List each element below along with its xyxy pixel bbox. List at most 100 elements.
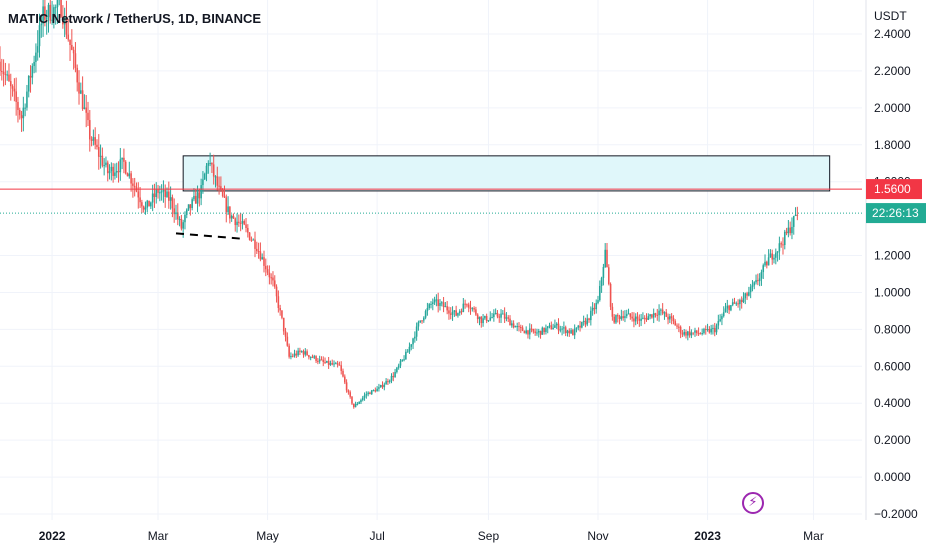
candle-body	[306, 351, 308, 356]
candle-body	[602, 267, 605, 278]
candle-body	[106, 162, 109, 174]
candle-body	[254, 239, 256, 249]
candle-body	[76, 67, 79, 83]
candle-body	[148, 200, 150, 207]
candle-body	[658, 310, 660, 316]
candle-body	[252, 239, 255, 241]
candle-body	[724, 308, 727, 313]
candle-body	[672, 318, 675, 322]
candle-body	[546, 326, 549, 329]
candle-body	[467, 304, 470, 308]
candle-body	[440, 302, 443, 304]
candle-body	[49, 4, 52, 21]
candle-body	[717, 320, 720, 326]
candle-body	[403, 359, 405, 361]
candle-body	[36, 46, 39, 53]
y-tick-label: 2.0000	[874, 101, 911, 115]
candle-body	[256, 248, 258, 252]
candle-body	[507, 317, 510, 319]
candle-body	[742, 298, 745, 303]
lightning-icon[interactable]: ⚡	[742, 492, 764, 514]
candle-body	[460, 311, 463, 313]
candle-body	[394, 371, 396, 378]
candle-body	[570, 330, 572, 334]
candle-body	[379, 385, 382, 388]
candle-body	[290, 356, 292, 358]
candle-body	[564, 327, 567, 334]
candle-body	[687, 331, 689, 336]
candle-body	[308, 355, 310, 358]
candle-body	[769, 253, 772, 258]
y-tick-label: 0.6000	[874, 359, 911, 373]
candle-body	[96, 144, 98, 147]
candle-body	[599, 285, 601, 301]
y-tick-label: 1.0000	[874, 285, 911, 299]
candle-body	[498, 316, 501, 318]
candle-body	[692, 332, 694, 334]
candle-body	[399, 361, 402, 366]
candle-body	[105, 162, 107, 166]
trendline	[175, 232, 245, 240]
candle-body	[361, 397, 364, 400]
candle-body	[304, 351, 307, 355]
candle-body	[633, 318, 635, 322]
candle-body	[678, 326, 680, 328]
candle-body	[491, 317, 493, 319]
candle-body	[220, 186, 222, 190]
price-badge-label: 1.5600	[874, 182, 911, 196]
candle-body	[523, 330, 526, 334]
candle-body	[347, 390, 350, 393]
candle-body	[232, 215, 235, 219]
grid-layer	[0, 0, 862, 520]
candle-body	[311, 356, 314, 358]
candle-body	[423, 317, 425, 321]
candle-body	[480, 316, 483, 324]
candle-body	[656, 314, 659, 316]
candle-body	[755, 280, 757, 283]
candle-body	[753, 282, 756, 286]
candle-body	[757, 280, 759, 282]
candle-body	[712, 327, 714, 329]
candle-body	[597, 300, 599, 304]
candle-body	[457, 313, 459, 316]
candle-body	[221, 189, 224, 197]
candle-body	[51, 19, 53, 21]
candle-body	[778, 243, 781, 252]
candle-body	[144, 207, 147, 210]
candle-body	[739, 299, 741, 305]
candle-body	[451, 311, 454, 315]
candle-body	[627, 313, 630, 315]
candle-body	[462, 303, 465, 312]
candle-body	[300, 351, 303, 353]
x-tick-label: May	[256, 529, 279, 543]
candle-body	[428, 304, 431, 308]
candle-body	[482, 318, 484, 324]
candle-body	[525, 330, 527, 334]
candle-body	[71, 44, 73, 50]
candle-body	[81, 90, 84, 109]
candle-body	[645, 318, 648, 320]
candle-body	[288, 345, 290, 357]
candle-body	[593, 307, 596, 310]
candle-body	[751, 285, 754, 287]
candle-body	[534, 331, 536, 333]
candle-body	[426, 307, 429, 312]
candle-body	[464, 303, 466, 305]
candle-body	[453, 310, 456, 312]
candle-body	[80, 90, 82, 94]
candle-body	[649, 314, 651, 317]
candle-body	[189, 204, 192, 208]
candle-body	[124, 161, 127, 174]
candle-body	[128, 173, 131, 177]
candle-body	[541, 327, 544, 335]
candle-body	[178, 218, 181, 220]
candle-body	[17, 101, 19, 110]
candle-body	[261, 257, 263, 260]
candle-body	[26, 91, 28, 108]
candle-body	[791, 226, 793, 234]
time-axis[interactable]: 2022 Mar May Jul Sep Nov 2023 Mar	[39, 529, 824, 543]
x-tick-label: 2022	[39, 529, 66, 543]
price-axis[interactable]: 2.40002.20002.00001.80001.60001.20001.00…	[874, 27, 918, 521]
candle-body	[248, 232, 251, 240]
